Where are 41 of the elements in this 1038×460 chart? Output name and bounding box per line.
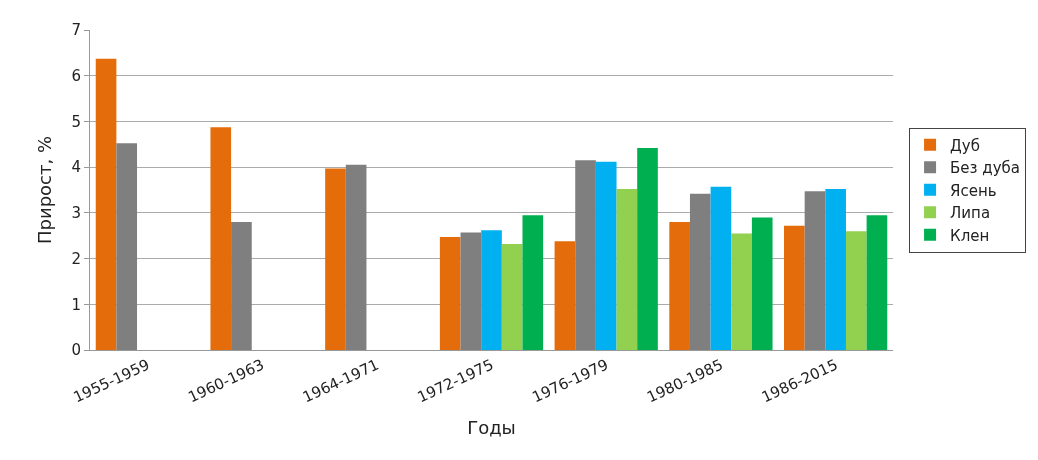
bar — [731, 233, 752, 350]
y-tick-label: 3 — [71, 204, 81, 223]
y-tick-label: 4 — [71, 158, 81, 177]
x-axis-title: Годы — [467, 416, 516, 438]
bar — [595, 161, 617, 350]
bar — [866, 215, 888, 350]
bar — [231, 222, 252, 350]
y-axis-title: Прирост, % — [33, 135, 55, 245]
legend-label: Без дуба — [950, 159, 1021, 178]
y-tick-label: 5 — [71, 112, 81, 131]
bar — [95, 58, 117, 350]
y-tick-label: 2 — [71, 249, 81, 268]
bar — [116, 143, 138, 350]
y-tick-label: 7 — [71, 21, 81, 40]
bar — [845, 231, 867, 350]
bar — [501, 243, 523, 350]
bar — [751, 217, 773, 350]
legend-label: Липа — [950, 204, 991, 223]
bar — [522, 215, 544, 350]
bar — [804, 191, 826, 350]
bar — [439, 237, 461, 350]
bar — [460, 232, 482, 350]
bar — [710, 186, 732, 350]
legend-label: Дуб — [950, 136, 980, 155]
bar — [616, 189, 638, 350]
bar — [210, 127, 232, 350]
bar — [689, 193, 711, 350]
legend-label: Ясень — [950, 181, 997, 200]
legend-label: Клен — [950, 226, 990, 245]
y-tick-label: 6 — [71, 66, 81, 85]
bar — [325, 168, 346, 350]
bar — [481, 230, 502, 350]
bar — [554, 241, 576, 350]
y-tick-label: 0 — [71, 341, 81, 360]
bar — [345, 164, 367, 350]
bar — [575, 160, 596, 350]
bar — [825, 189, 846, 350]
y-tick-label: 1 — [71, 295, 81, 314]
bar — [637, 147, 658, 350]
bar — [669, 222, 690, 350]
bar — [784, 225, 805, 350]
